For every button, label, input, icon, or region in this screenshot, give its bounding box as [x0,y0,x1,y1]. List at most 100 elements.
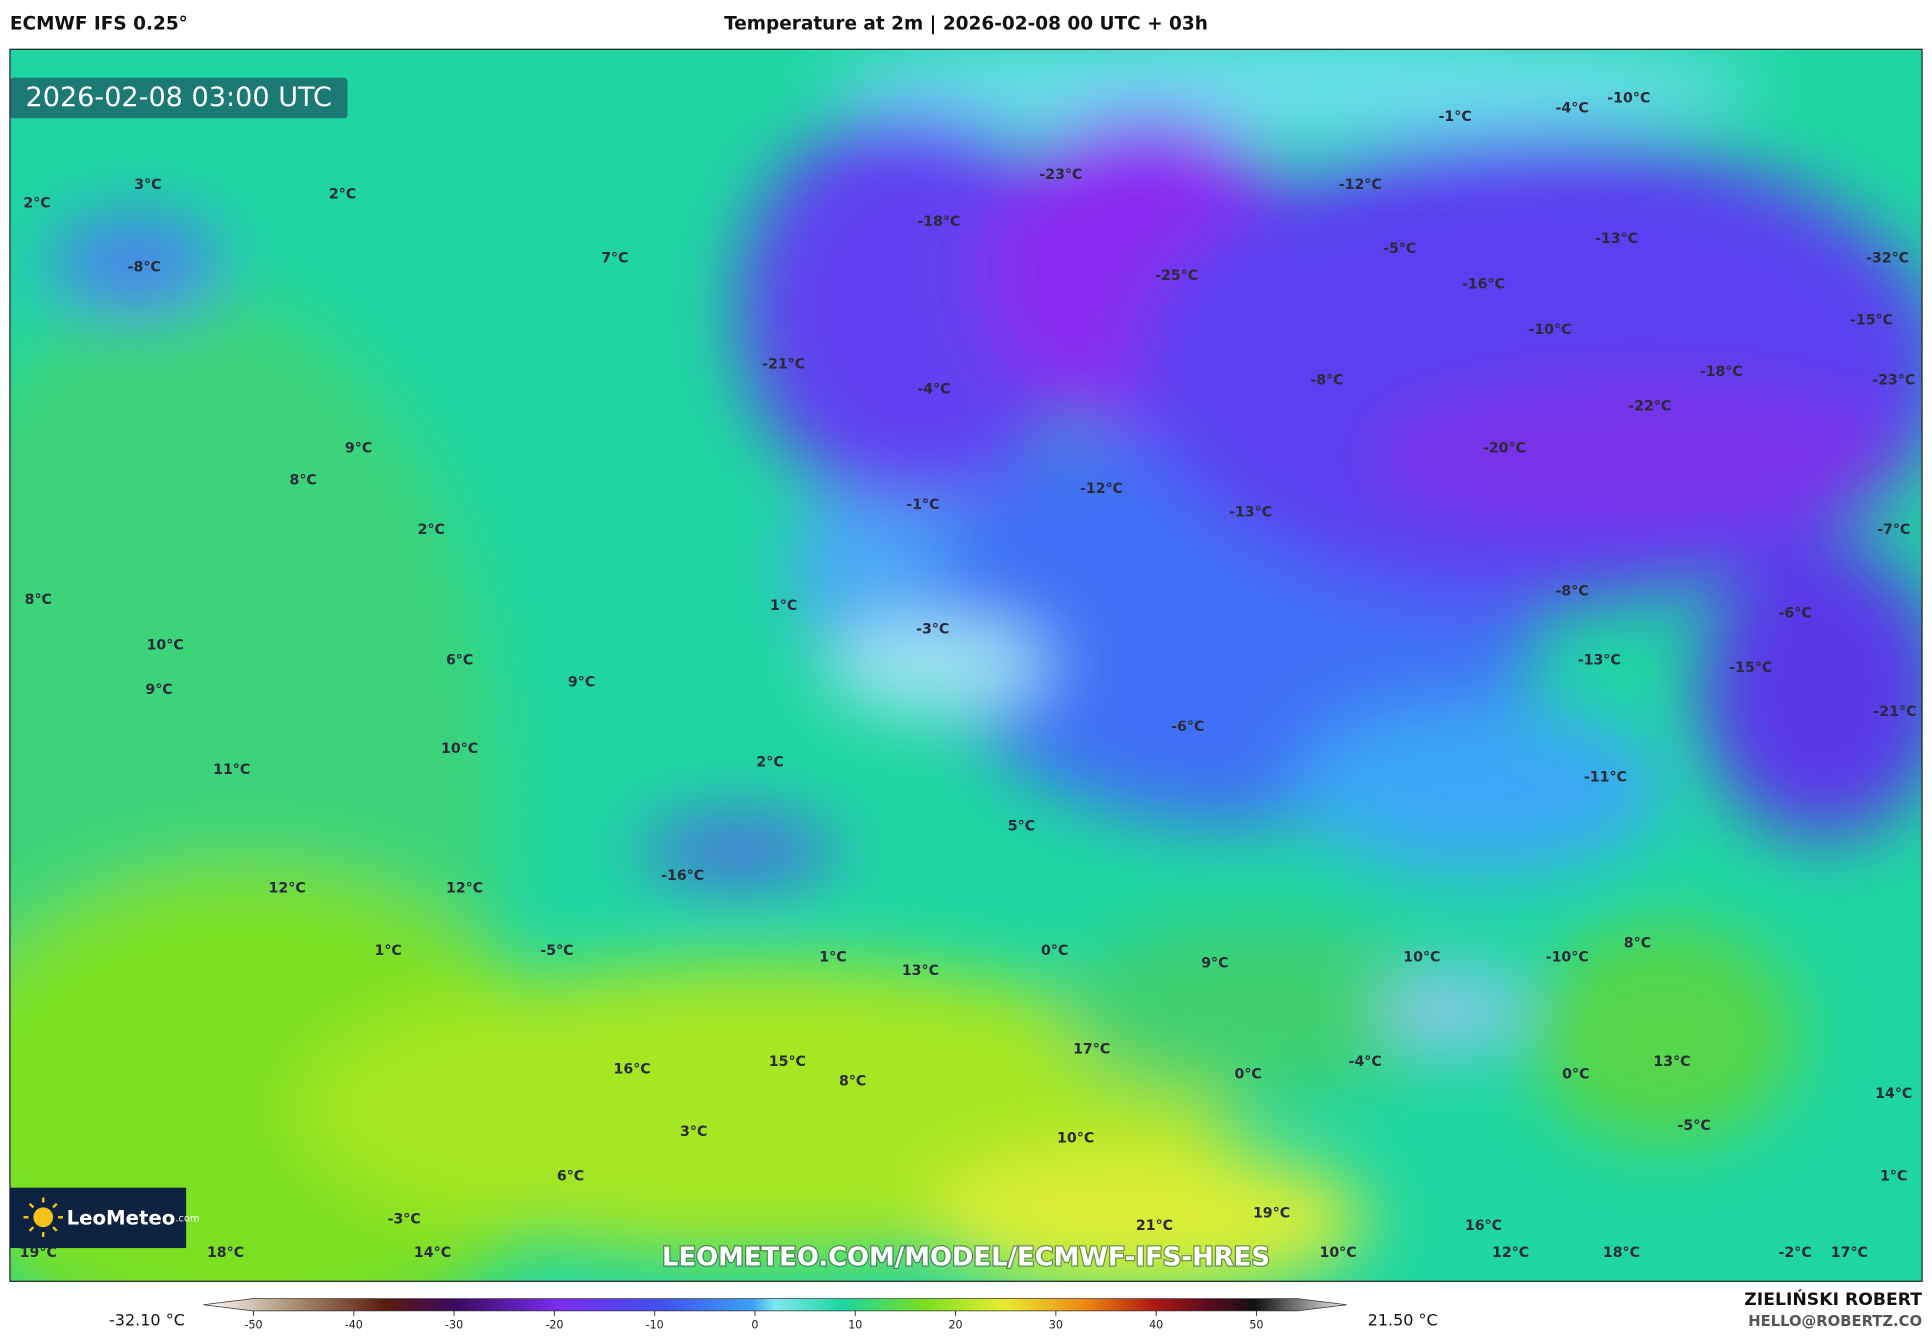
temperature-label: -10°C [1546,949,1589,965]
temperature-label: -12°C [1080,481,1123,497]
temperature-label: -21°C [1873,704,1916,720]
colorbar-tick-label: -20 [545,1319,563,1332]
logo-rays [23,1197,63,1237]
temperature-label: 19°C [20,1245,57,1261]
temperature-label: 8°C [25,592,52,608]
temperature-labels: -1°C -4°C -10°C -23°C -12°C 3°C 2°C 2°C -18°C -13… [20,91,1917,1261]
temperature-label: 15°C [769,1054,806,1070]
temperature-label: -16°C [661,868,704,884]
temperature-label: 5°C [1008,819,1035,835]
temperature-label: -3°C [388,1212,421,1228]
temperature-label: 10°C [147,638,184,654]
temperature-label: -18°C [917,214,960,230]
temperature-label: 2°C [756,755,783,771]
colorbar-tick-label: -10 [646,1319,664,1332]
temperature-label: -20°C [1483,440,1526,456]
temperature-label: 12°C [1492,1245,1529,1261]
temperature-label: 10°C [1403,949,1440,965]
colorbar-tick-label: 0 [751,1319,758,1332]
temperature-label: 0°C [1041,943,1068,959]
temperature-label: -13°C [1595,231,1638,247]
model-name: ECMWF IFS 0.25° [10,14,188,35]
temperature-label: -6°C [1171,719,1204,735]
colorbar-tick-label: 40 [1149,1319,1163,1332]
watermark: LEOMETEO.COM/MODEL/ECMWF-IFS-HRES [662,1242,1270,1272]
email: HELLO@ROBERTZ.CO [1748,1313,1922,1330]
colorbar-tick-label: -30 [445,1319,463,1332]
temperature-label: 18°C [207,1245,244,1261]
temperature-label: 2°C [418,522,445,538]
temperature-label: 10°C [1319,1245,1356,1261]
temperature-label: 18°C [1603,1245,1640,1261]
temperature-label: -18°C [1700,364,1743,380]
logo-sun [33,1207,54,1228]
temperature-label: 12°C [269,880,306,896]
temperature-label: 8°C [1624,936,1651,952]
temperature-label: -15°C [1729,660,1772,676]
colorbar-tick-label: -50 [244,1319,262,1332]
logo-name: LeoMeteo [67,1206,176,1229]
map-title: Temperature at 2m | 2026-02-08 00 UTC + … [724,14,1208,35]
min-temp: -32.10 °C [109,1310,185,1329]
temperature-label: -22°C [1628,399,1671,415]
timestamp: 2026-02-08 03:00 UTC [25,82,331,113]
map-field [9,49,1923,1282]
temperature-label: 9°C [1201,955,1228,971]
temperature-label: 9°C [568,675,595,691]
temperature-label: -5°C [1678,1118,1711,1134]
max-temp: 21.50 °C [1368,1310,1438,1329]
temperature-label: -4°C [917,381,950,397]
timestamp-box [9,77,348,119]
temperature-label: 0°C [1562,1066,1589,1082]
temperature-label: 8°C [839,1074,866,1090]
temperature-label: 17°C [1831,1245,1868,1261]
logo-suffix: .com [175,1213,199,1224]
temperature-label: 3°C [680,1124,707,1140]
temperature-label: 17°C [1073,1042,1110,1058]
temperature-label: 16°C [614,1061,651,1077]
colorbar-tick-label: 50 [1249,1319,1263,1332]
temperature-label: -3°C [916,622,949,638]
colorbar-bar [203,1298,1347,1312]
author: ZIELIŃSKI ROBERT [1744,1288,1922,1310]
colorbar-tick-label: -40 [345,1319,363,1332]
temperature-label: -16°C [1462,277,1505,293]
temperature-label: 21°C [1136,1218,1173,1234]
temperature-label: -11°C [1584,769,1627,785]
temperature-label: -7°C [1877,522,1910,538]
temperature-label: -8°C [128,259,161,275]
temperature-label: 1°C [375,943,402,959]
temperature-label: 0°C [1234,1066,1261,1082]
temperature-label: 16°C [1465,1218,1502,1234]
temperature-label: -8°C [1556,583,1589,599]
colorbar-tick-label: 30 [1049,1319,1063,1332]
temperature-label: -13°C [1578,652,1621,668]
temperature-label: -10°C [1528,322,1571,338]
temperature-label: -1°C [906,497,939,513]
temperature-label: 8°C [289,472,316,488]
temperature-label: 1°C [1880,1169,1907,1185]
temperature-label: 2°C [329,187,356,203]
temperature-label: 11°C [213,762,250,778]
temperature-label: -23°C [1872,373,1915,389]
temperature-label: -25°C [1155,268,1198,284]
temperature-label: -10°C [1607,91,1650,107]
temperature-label: 1°C [819,949,846,965]
temperature-label: 19°C [1253,1206,1290,1222]
colorbar-tick-label: 10 [848,1319,862,1332]
temperature-label: 1°C [770,598,797,614]
map-frame [9,48,1923,1282]
temperature-label: 9°C [145,682,172,698]
temperature-label: 13°C [902,963,939,979]
temperature-label: 6°C [557,1169,584,1185]
temperature-label: 14°C [414,1245,451,1261]
temperature-label: -4°C [1349,1054,1382,1070]
temperature-label: 7°C [601,251,628,267]
temperature-label: 10°C [1057,1130,1094,1146]
temperature-label: 6°C [446,652,473,668]
temperature-label: 12°C [446,880,483,896]
temperature-label: -23°C [1039,167,1082,183]
temperature-label: 10°C [441,741,478,757]
temperature-label: -8°C [1310,373,1343,389]
